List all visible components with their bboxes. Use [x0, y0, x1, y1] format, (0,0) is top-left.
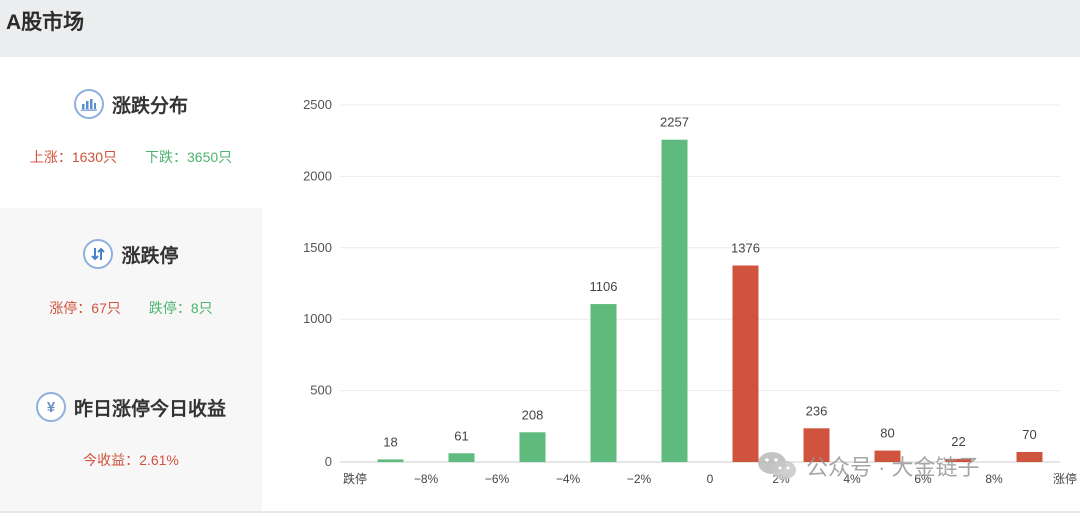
bar: [377, 459, 404, 462]
bar-value-label: 236: [806, 403, 828, 418]
x-tick-label: −8%: [414, 472, 439, 486]
bar: [945, 458, 972, 462]
distribution-stats: 上涨：1630只 下跌：3650只: [0, 147, 262, 167]
fall-count: 下跌：3650只: [145, 149, 233, 165]
y-tick-label: 0: [325, 454, 332, 469]
limit-stats: 涨停：67只 跌停：8只: [0, 298, 262, 318]
bar: [874, 450, 901, 462]
limit-down-count: 跌停：8只: [148, 300, 213, 316]
bar-value-label: 1106: [590, 279, 618, 294]
bottom-divider: [0, 511, 1080, 513]
distribution-card: 涨跌分布 上涨：1630只 下跌：3650只: [0, 57, 262, 208]
x-tick-label: 6%: [914, 472, 932, 486]
bar: [448, 453, 475, 462]
yesterday-title: 昨日涨停今日收益: [73, 398, 226, 420]
bar-value-label: 18: [383, 434, 397, 449]
bar: [803, 428, 830, 462]
bar: [732, 265, 759, 462]
limit-up-count: 涨停：67只: [49, 300, 121, 316]
limit-title: 涨跌停: [121, 245, 179, 267]
up-down-arrows-icon: [83, 239, 114, 269]
stats-sidebar: 涨跌分布 上涨：1630只 下跌：3650只 涨跌停 涨停：67只 跌停：8只 ¥ …: [0, 57, 262, 513]
x-tick-label: 4%: [843, 472, 861, 486]
bar: [1016, 452, 1043, 462]
yen-icon: ¥: [35, 392, 66, 422]
watermark: 公众号 · 大金链子: [756, 449, 980, 483]
y-tick-label: 1000: [303, 311, 332, 326]
bar-value-label: 22: [951, 434, 965, 449]
rise-count: 上涨：1630只: [29, 149, 117, 165]
bar: [590, 304, 617, 462]
watermark-text: 公众号 · 大金链子: [806, 455, 980, 480]
limit-card: 涨跌停 涨停：67只 跌停：8只 ¥ 昨日涨停今日收益 今收益：2.61%: [0, 208, 262, 513]
wechat-icon: [758, 452, 796, 480]
bar-value-label: 70: [1022, 427, 1036, 442]
bar: [661, 139, 688, 462]
page-title: A股市场: [6, 11, 85, 34]
y-tick-label: 2000: [303, 168, 332, 183]
distribution-title-row: 涨跌分布: [0, 89, 262, 119]
bar: [519, 432, 546, 462]
bar-value-label: 80: [880, 426, 894, 441]
y-tick-label: 500: [310, 383, 332, 398]
x-tick-label: −6%: [485, 472, 510, 486]
limit-title-row: 涨跌停: [0, 239, 262, 269]
x-tick-label: 涨停: [1053, 471, 1077, 486]
x-tick-label: 0: [707, 472, 714, 486]
page-header: A股市场: [0, 0, 1080, 57]
bar-value-label: 1376: [731, 241, 760, 256]
x-tick-label: −4%: [556, 472, 581, 486]
bar-value-label: 61: [454, 428, 468, 443]
bar-value-label: 2257: [660, 115, 689, 130]
x-tick-label: 8%: [985, 472, 1003, 486]
y-tick-label: 1500: [303, 240, 332, 255]
y-tick-label: 2500: [303, 97, 332, 112]
yesterday-stats: 今收益：2.61%: [0, 450, 262, 470]
bar-value-label: 208: [522, 407, 544, 422]
distribution-title: 涨跌分布: [111, 95, 188, 117]
distribution-chart: 05001000150020002500跌停−8%−6%−4%−2%02%4%6…: [262, 57, 1080, 513]
x-tick-label: −2%: [627, 472, 652, 486]
bar-chart-icon: [73, 89, 104, 119]
yesterday-title-row: ¥ 昨日涨停今日收益: [0, 392, 262, 422]
today-return: 今收益：2.61%: [83, 452, 179, 468]
distribution-chart-svg: 05001000150020002500跌停−8%−6%−4%−2%02%4%6…: [303, 97, 1077, 486]
x-tick-label: 跌停: [343, 471, 367, 486]
